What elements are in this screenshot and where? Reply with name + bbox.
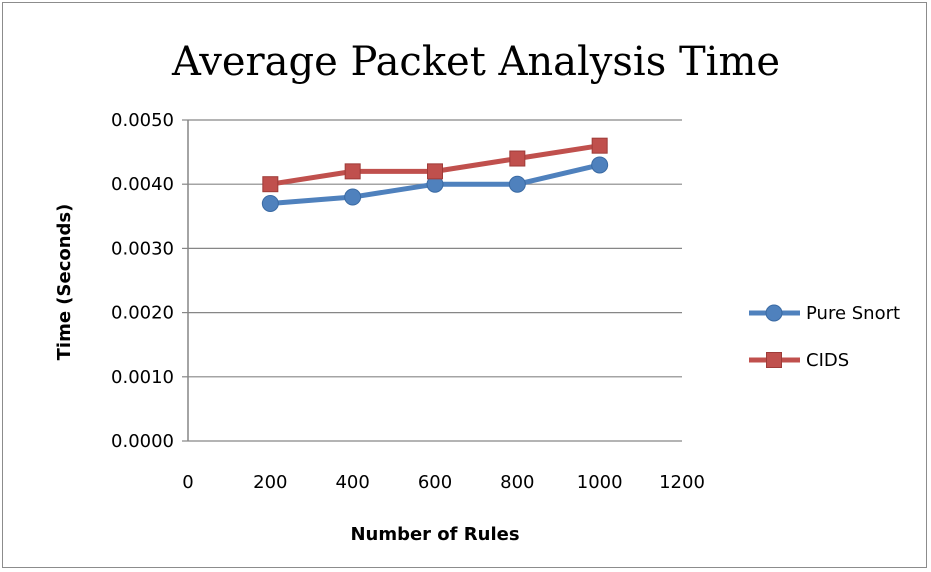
x-tick-label: 0	[182, 472, 193, 493]
x-tick-label: 400	[335, 472, 369, 493]
legend-label-cids: CIDS	[806, 350, 849, 371]
legend-label-pure-snort: Pure Snort	[806, 303, 900, 324]
data-point-cids-400	[344, 163, 361, 180]
x-tick-label: 200	[253, 472, 287, 493]
data-point-pure-snort-1000	[591, 156, 609, 174]
data-point-cids-800	[509, 150, 526, 167]
data-point-pure-snort-800	[508, 175, 526, 193]
y-axis-ticks: 0.0000 0.0010 0.0020 0.0030 0.0040 0.0050	[111, 110, 174, 452]
x-axis-ticks: 0 200 400 600 800 1000 1200	[182, 472, 705, 493]
x-tick-label: 1000	[577, 472, 623, 493]
series-layer	[261, 137, 609, 212]
y-tick-label: 0.0000	[111, 431, 174, 452]
y-tick-label: 0.0010	[111, 367, 174, 388]
x-axis-title: Number of Rules	[350, 524, 519, 545]
legend-marker-cids	[766, 352, 782, 368]
data-point-cids-1000	[591, 137, 608, 154]
data-point-cids-200	[262, 176, 279, 193]
y-tick-label: 0.0020	[111, 303, 174, 324]
data-point-pure-snort-400	[344, 188, 362, 206]
chart-title: Average Packet Analysis Time	[171, 39, 780, 85]
legend-marker-pure-snort	[765, 304, 783, 322]
y-tick-label: 0.0040	[111, 174, 174, 195]
data-point-pure-snort-200	[261, 194, 279, 212]
data-point-cids-600	[427, 163, 443, 180]
legend: Pure Snort CIDS	[749, 303, 900, 371]
x-tick-label: 1200	[659, 472, 705, 493]
x-tick-label: 600	[418, 472, 452, 493]
y-tick-label: 0.0030	[111, 238, 174, 259]
y-tick-label: 0.0050	[111, 110, 174, 131]
y-axis-title: Time (Seconds)	[54, 204, 75, 361]
x-tick-label: 800	[500, 472, 534, 493]
